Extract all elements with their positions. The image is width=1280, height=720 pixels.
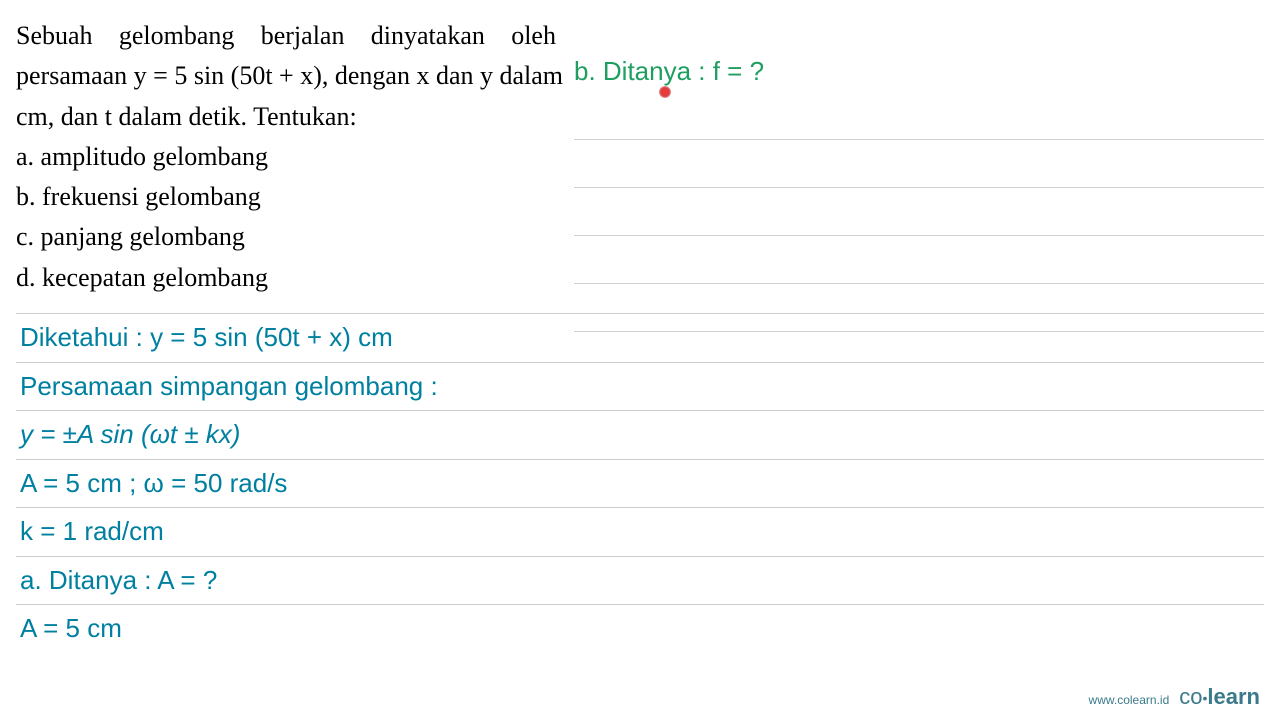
solution-row: Persamaan simpangan gelombang : [16, 362, 1264, 411]
q-item-b: b. frekuensi gelombang [16, 177, 566, 217]
pointer-dot-icon [659, 86, 671, 98]
solution-row: Diketahui : y = 5 sin (50t + x) cm [16, 313, 1264, 362]
solution-section: Diketahui : y = 5 sin (50t + x) cm Persa… [16, 313, 1264, 653]
q-line3: cm, dan t dalam detik. Tentukan: [16, 97, 566, 137]
solution-row: a. Ditanya : A = ? [16, 556, 1264, 605]
q-item-a: a. amplitudo gelombang [16, 137, 566, 177]
solution-line-4: A = 5 cm ; ω = 50 rad/s [20, 468, 287, 499]
q-line1-w5: oleh [511, 16, 556, 56]
solution-row: k = 1 rad/cm [16, 507, 1264, 556]
solution-line-1: Diketahui : y = 5 sin (50t + x) cm [20, 322, 393, 353]
right-panel: b. Ditanya : f = ? [574, 56, 1264, 87]
solution-line-7: A = 5 cm [20, 613, 122, 644]
logo-learn: learn [1207, 684, 1260, 709]
ruled-line [574, 92, 1264, 140]
solution-row: A = 5 cm ; ω = 50 rad/s [16, 459, 1264, 508]
right-ruled-lines [574, 92, 1264, 332]
q-line2: persamaan y = 5 sin (50t + x), dengan x … [16, 56, 566, 96]
ruled-line [574, 140, 1264, 188]
logo-co: co [1179, 684, 1202, 709]
footer-logo: co•learn [1179, 684, 1260, 710]
solution-line-2: Persamaan simpangan gelombang : [20, 371, 438, 402]
q-item-c: c. panjang gelombang [16, 217, 566, 257]
solution-line-6: a. Ditanya : A = ? [20, 565, 217, 596]
solution-line-5: k = 1 rad/cm [20, 516, 164, 547]
solution-line-3: y = ±A sin (ωt ± kx) [20, 419, 240, 450]
q-line1-w2: gelombang [119, 16, 235, 56]
solution-row: A = 5 cm [16, 604, 1264, 653]
q-item-d: d. kecepatan gelombang [16, 258, 566, 298]
q-line1-w4: dinyatakan [371, 16, 485, 56]
right-panel-text: b. Ditanya : f = ? [574, 56, 1264, 87]
solution-row: y = ±A sin (ωt ± kx) [16, 410, 1264, 459]
ruled-line [574, 188, 1264, 236]
footer-url: www.colearn.id [1089, 693, 1170, 707]
q-line1-w3: berjalan [261, 16, 345, 56]
ruled-line [574, 236, 1264, 284]
footer: www.colearn.id co•learn [1089, 684, 1260, 710]
q-line1-w1: Sebuah [16, 16, 93, 56]
question-text: Sebuah gelombang berjalan dinyatakan ole… [16, 16, 566, 298]
